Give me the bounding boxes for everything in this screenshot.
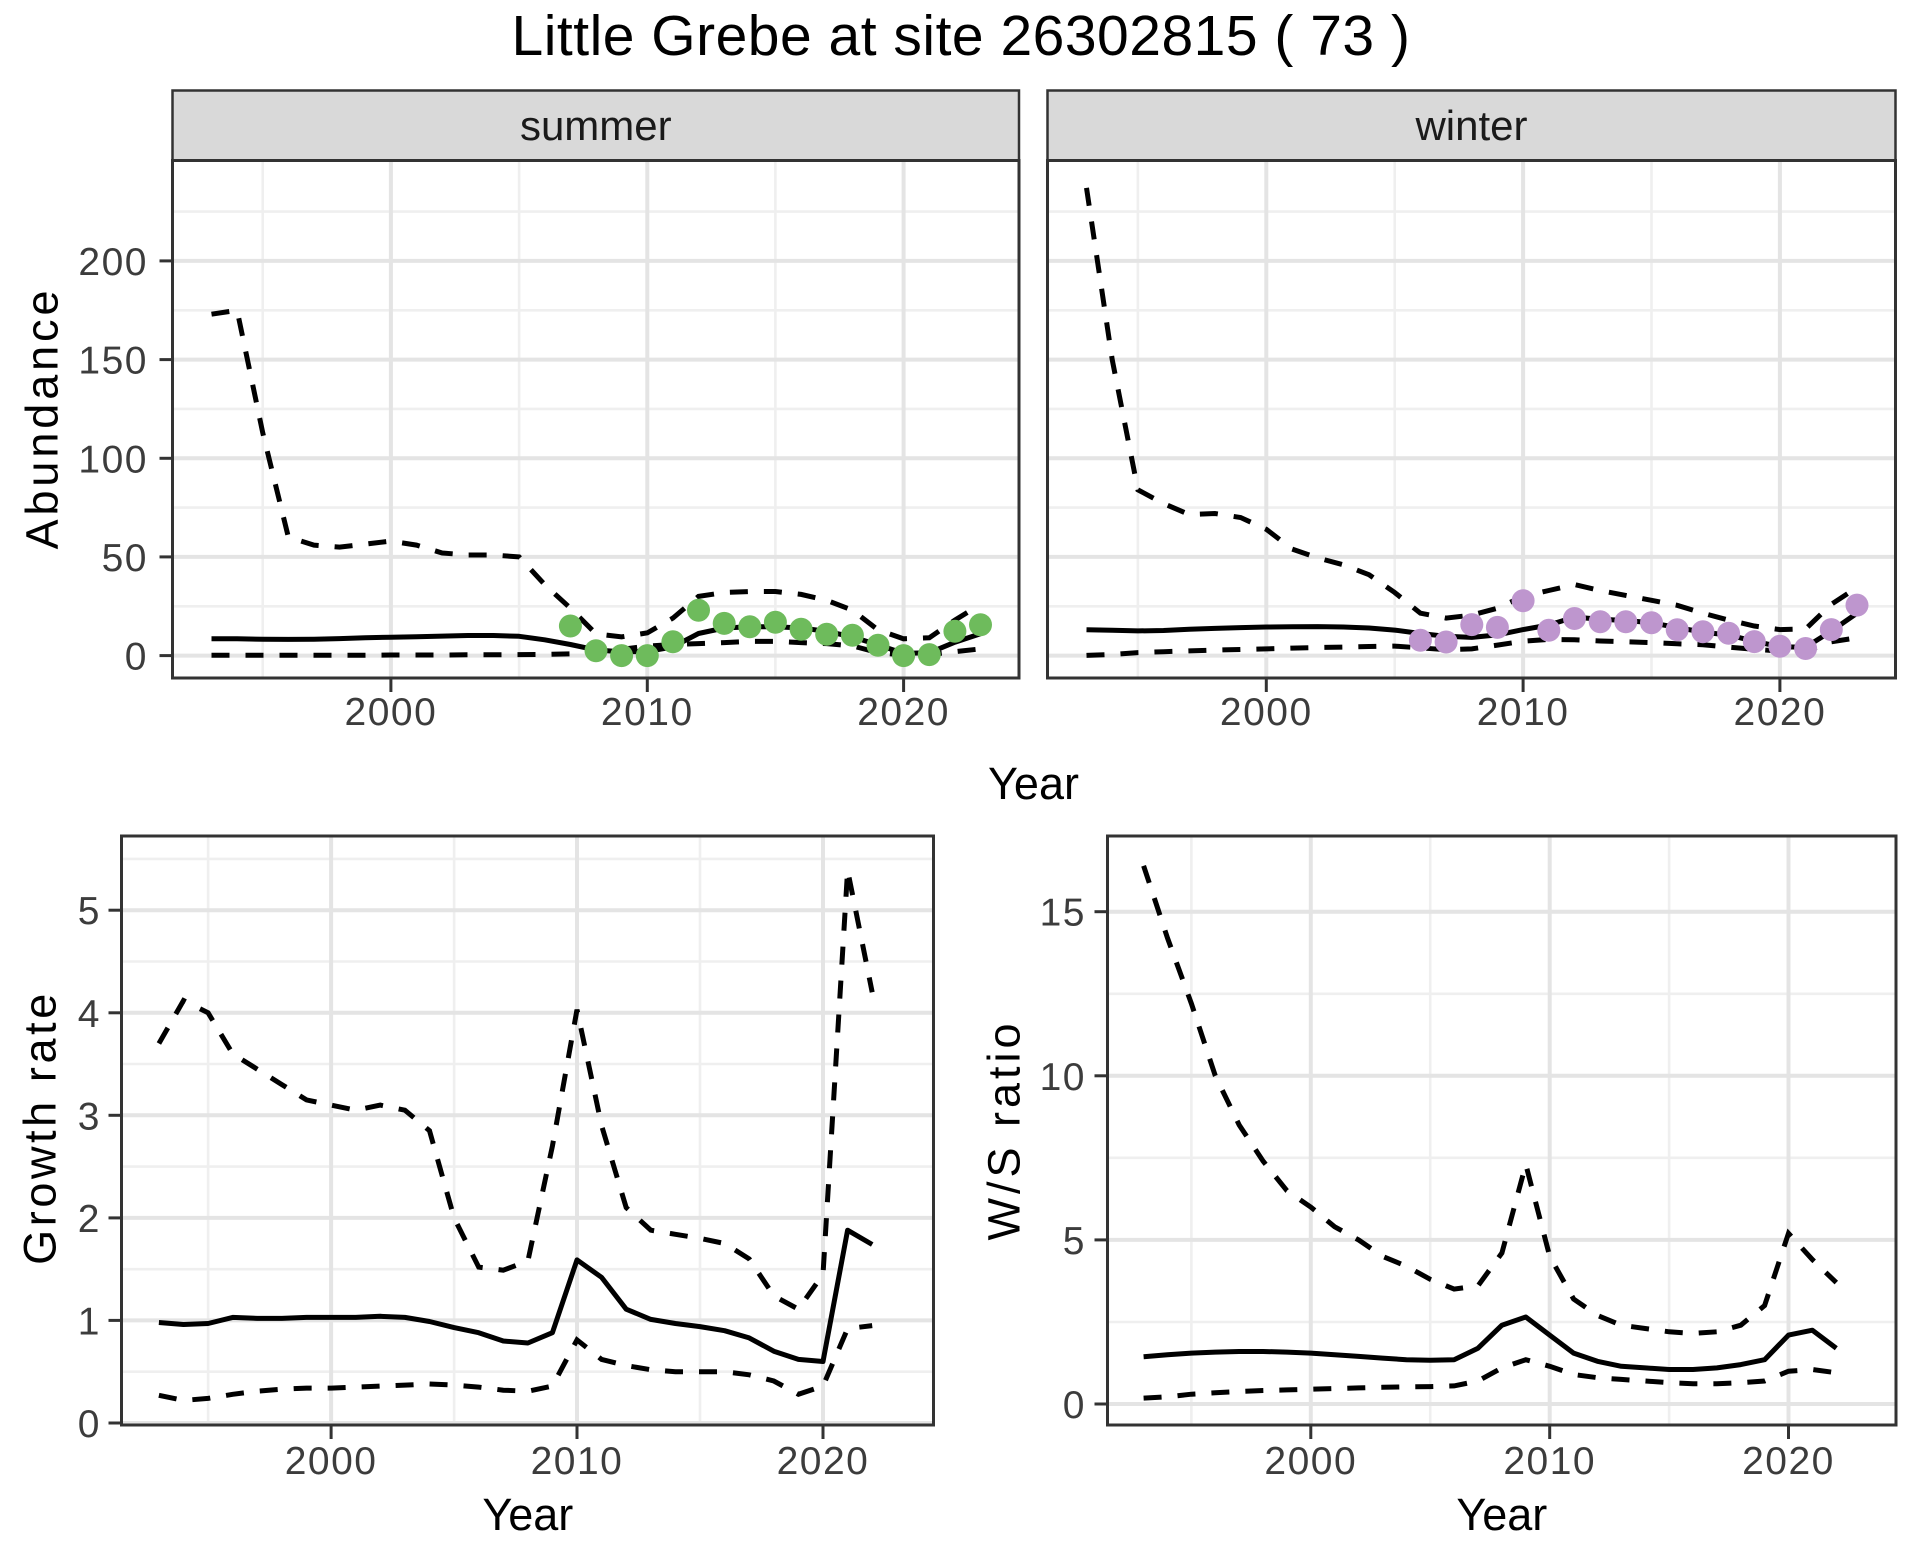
svg-text:Year: Year (1456, 1489, 1547, 1540)
svg-text:2010: 2010 (1503, 1440, 1596, 1483)
svg-text:2020: 2020 (857, 691, 950, 734)
svg-text:2: 2 (78, 1198, 101, 1241)
svg-text:Growth rate: Growth rate (15, 990, 66, 1265)
svg-text:10: 10 (1040, 1056, 1086, 1099)
svg-text:0: 0 (1063, 1384, 1086, 1427)
svg-text:2010: 2010 (531, 1440, 624, 1483)
svg-text:2010: 2010 (1477, 691, 1570, 734)
svg-text:15: 15 (1040, 892, 1086, 935)
svg-text:5: 5 (1063, 1220, 1086, 1263)
svg-text:50: 50 (102, 537, 148, 580)
svg-text:0: 0 (125, 636, 148, 679)
svg-text:5: 5 (78, 890, 101, 933)
svg-text:2000: 2000 (285, 1440, 378, 1483)
svg-text:3: 3 (78, 1095, 101, 1138)
svg-text:2020: 2020 (1734, 691, 1827, 734)
svg-text:2000: 2000 (1264, 1440, 1357, 1483)
svg-text:1: 1 (78, 1300, 101, 1343)
svg-text:Little Grebe at site 26302815: Little Grebe at site 26302815 ( 73 ) (512, 4, 1411, 68)
svg-text:150: 150 (78, 340, 148, 383)
svg-text:Abundance: Abundance (17, 287, 68, 550)
svg-text:winter: winter (1414, 102, 1527, 149)
svg-text:0: 0 (78, 1403, 101, 1446)
svg-text:2010: 2010 (601, 691, 694, 734)
svg-text:2020: 2020 (1742, 1440, 1835, 1483)
svg-text:summer: summer (520, 102, 672, 149)
svg-text:4: 4 (78, 993, 101, 1036)
svg-text:100: 100 (78, 438, 148, 481)
svg-text:W/S ratio: W/S ratio (979, 1019, 1030, 1240)
svg-text:2000: 2000 (1220, 691, 1313, 734)
svg-text:2000: 2000 (345, 691, 438, 734)
svg-text:Year: Year (988, 758, 1079, 809)
svg-text:2020: 2020 (777, 1440, 870, 1483)
svg-text:200: 200 (78, 241, 148, 284)
svg-text:Year: Year (482, 1489, 573, 1540)
